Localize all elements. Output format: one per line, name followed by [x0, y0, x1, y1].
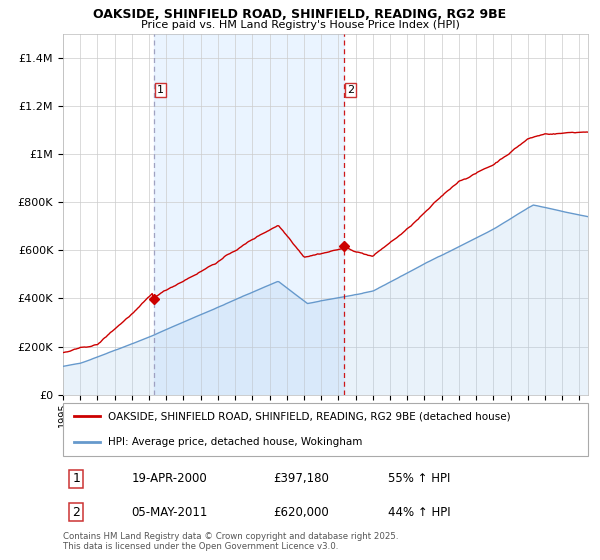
Text: Contains HM Land Registry data © Crown copyright and database right 2025.
This d: Contains HM Land Registry data © Crown c… [63, 532, 398, 552]
Text: 19-APR-2000: 19-APR-2000 [131, 472, 207, 486]
Text: 55% ↑ HPI: 55% ↑ HPI [389, 472, 451, 486]
Text: Price paid vs. HM Land Registry's House Price Index (HPI): Price paid vs. HM Land Registry's House … [140, 20, 460, 30]
Text: OAKSIDE, SHINFIELD ROAD, SHINFIELD, READING, RG2 9BE (detached house): OAKSIDE, SHINFIELD ROAD, SHINFIELD, READ… [107, 412, 510, 422]
Text: 1: 1 [157, 85, 164, 95]
Text: £397,180: £397,180 [273, 472, 329, 486]
Text: HPI: Average price, detached house, Wokingham: HPI: Average price, detached house, Woki… [107, 436, 362, 446]
Text: 2: 2 [347, 85, 354, 95]
Text: 1: 1 [72, 472, 80, 486]
Text: OAKSIDE, SHINFIELD ROAD, SHINFIELD, READING, RG2 9BE: OAKSIDE, SHINFIELD ROAD, SHINFIELD, READ… [94, 8, 506, 21]
Bar [154, 34, 344, 395]
Text: 2: 2 [72, 506, 80, 519]
Text: £620,000: £620,000 [273, 506, 329, 519]
Text: 44% ↑ HPI: 44% ↑ HPI [389, 506, 451, 519]
Text: 05-MAY-2011: 05-MAY-2011 [131, 506, 208, 519]
